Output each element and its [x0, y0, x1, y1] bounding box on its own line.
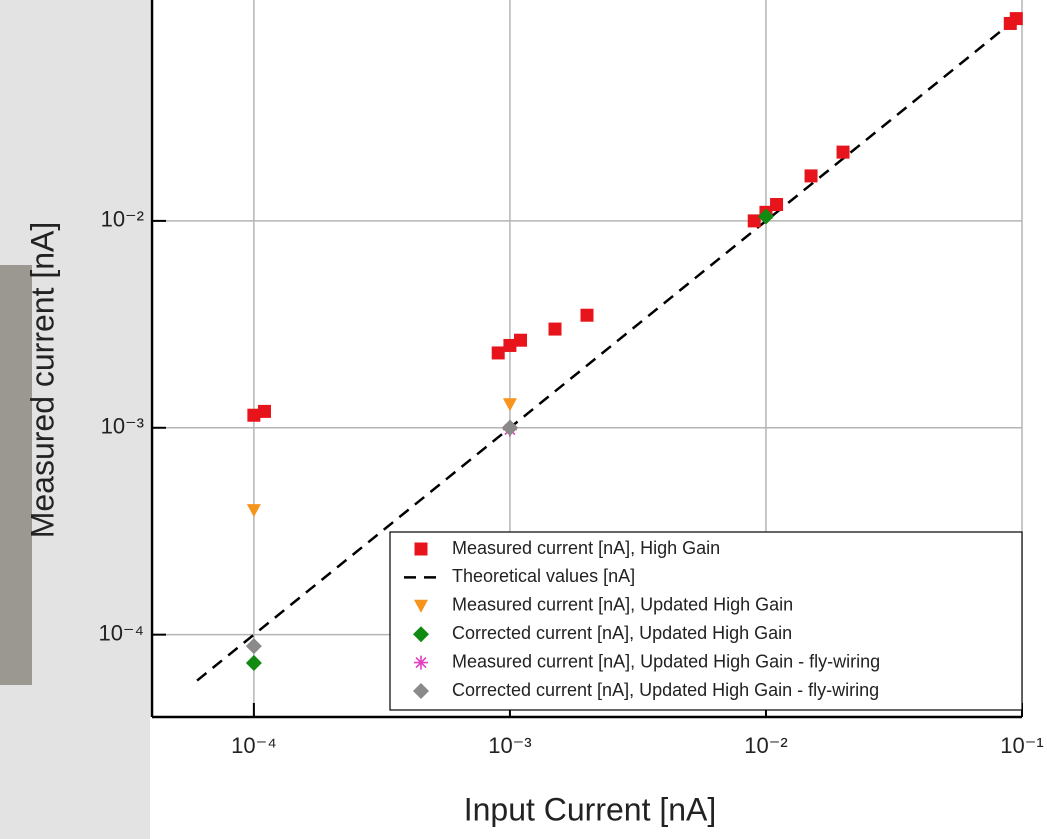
- marker: [548, 322, 562, 336]
- legend-entry: Theoretical values [nA]: [404, 566, 635, 586]
- legend-entry: Corrected current [nA], Updated High Gai…: [413, 680, 879, 700]
- photo-strip: [0, 265, 32, 685]
- marker: [501, 419, 518, 436]
- marker: [414, 542, 428, 556]
- marker: [747, 214, 761, 228]
- marker: [413, 683, 429, 699]
- marker: [245, 654, 262, 671]
- marker: [247, 408, 261, 422]
- legend-entry: Corrected current [nA], Updated High Gai…: [413, 623, 792, 643]
- legend-label: Corrected current [nA], Updated High Gai…: [452, 680, 879, 700]
- x-axis-label: Input Current [nA]: [464, 791, 717, 827]
- legend-label: Corrected current [nA], Updated High Gai…: [452, 623, 792, 643]
- legend-label: Measured current [nA], Updated High Gain…: [452, 651, 880, 671]
- marker: [836, 145, 850, 159]
- legend-entry: Measured current [nA], High Gain: [414, 538, 720, 558]
- legend-label: Measured current [nA], High Gain: [452, 538, 720, 558]
- marker: [491, 346, 505, 360]
- marker: [257, 404, 271, 418]
- marker: [757, 208, 774, 225]
- marker: [770, 198, 784, 212]
- legend-entry: Measured current [nA], Updated High Gain…: [414, 651, 880, 671]
- x-tick-label: 10⁻²: [744, 733, 787, 758]
- x-tick-label: 10⁻³: [488, 733, 531, 758]
- x-tick-label: 10⁻⁴: [231, 733, 277, 758]
- marker: [503, 338, 517, 352]
- x-tick-label: 10⁻¹: [1000, 733, 1043, 758]
- marker: [246, 504, 261, 518]
- marker: [414, 599, 428, 613]
- marker: [502, 398, 517, 412]
- marker: [414, 655, 428, 670]
- marker: [514, 333, 528, 347]
- marker: [1009, 12, 1023, 26]
- marker: [580, 308, 594, 322]
- legend-label: Measured current [nA], Updated High Gain: [452, 595, 793, 615]
- legend-box: [389, 531, 1023, 711]
- legend-entry: Measured current [nA], Updated High Gain: [414, 595, 793, 615]
- legend-label: Theoretical values [nA]: [452, 566, 635, 586]
- y-axis-label: Measured current [nA]: [24, 222, 60, 539]
- marker: [804, 169, 818, 183]
- marker: [413, 626, 429, 643]
- y-tick-label: 10⁻³: [101, 414, 144, 439]
- marker: [245, 638, 262, 655]
- theory-line: [196, 13, 1023, 682]
- y-tick-label: 10⁻²: [101, 207, 144, 232]
- y-tick-label: 10⁻⁴: [98, 620, 144, 645]
